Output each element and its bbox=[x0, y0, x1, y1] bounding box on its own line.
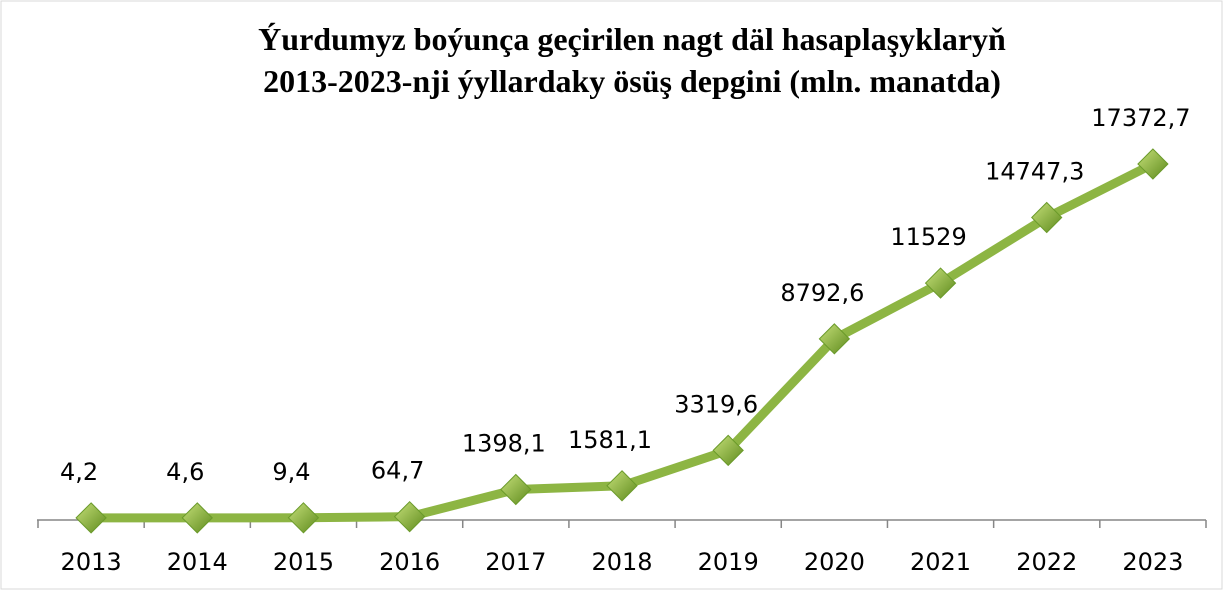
data-point bbox=[393, 500, 426, 533]
data-label: 64,7 bbox=[371, 457, 424, 485]
x-tick-label: 2018 bbox=[591, 548, 652, 576]
data-point bbox=[818, 323, 851, 355]
data-label: 8792,6 bbox=[780, 279, 864, 307]
x-tick-label: 2015 bbox=[273, 548, 334, 576]
data-point bbox=[1137, 148, 1169, 180]
data-label: 4,2 bbox=[60, 458, 98, 486]
data-label: 1398,1 bbox=[462, 430, 546, 458]
data-point bbox=[287, 502, 320, 534]
data-label: 11529 bbox=[890, 223, 966, 251]
data-label: 1581,1 bbox=[568, 426, 652, 454]
x-tick-label: 2023 bbox=[1122, 548, 1183, 576]
data-point bbox=[606, 470, 638, 502]
x-tick-label: 2017 bbox=[485, 548, 546, 576]
x-tick-label: 2016 bbox=[379, 548, 440, 576]
chart-title: 2013-2023-nji ýyllardaky ösüş depgini (m… bbox=[263, 63, 1001, 99]
x-tick-label: 2020 bbox=[804, 548, 865, 576]
data-label: 3319,6 bbox=[674, 390, 758, 418]
x-tick-label: 2013 bbox=[61, 548, 122, 576]
data-point bbox=[500, 473, 532, 506]
data-line bbox=[91, 159, 1155, 523]
data-point bbox=[924, 267, 957, 299]
x-tick-label: 2019 bbox=[698, 548, 759, 576]
data-point bbox=[75, 502, 107, 534]
x-tick-label: 2014 bbox=[167, 548, 228, 576]
data-label: 17372,7 bbox=[1091, 104, 1190, 132]
data-point bbox=[1031, 201, 1063, 234]
data-label: 4,6 bbox=[166, 458, 204, 486]
data-point bbox=[712, 434, 744, 467]
data-label: 9,4 bbox=[272, 458, 310, 486]
data-label: 14747,3 bbox=[985, 157, 1084, 185]
x-tick-label: 2021 bbox=[910, 548, 971, 576]
data-point bbox=[181, 502, 213, 534]
x-tick-label: 2022 bbox=[1016, 548, 1077, 576]
chart-title: Ýurdumyz boýunça geçirilen nagt däl hasa… bbox=[258, 21, 1006, 57]
